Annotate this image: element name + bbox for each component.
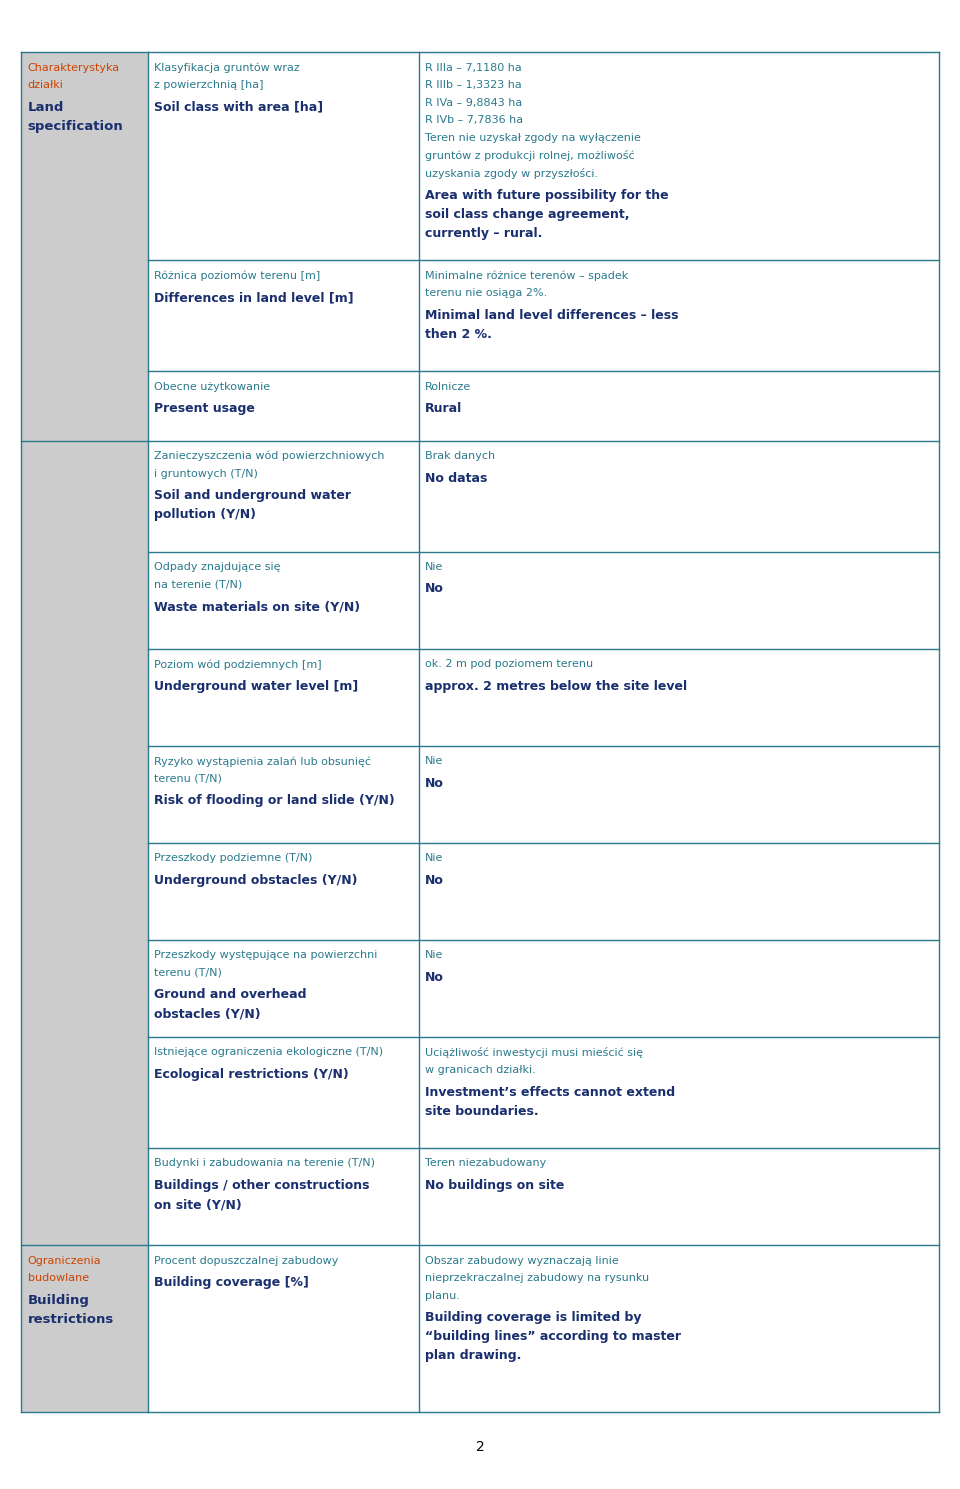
Text: No datas: No datas [425, 472, 488, 484]
Text: Soil class with area [ha]: Soil class with area [ha] [155, 101, 324, 113]
Text: restrictions: restrictions [28, 1313, 114, 1325]
Text: uzyskania zgody w przyszłości.: uzyskania zgody w przyszłości. [425, 168, 598, 179]
Text: on site (Y/N): on site (Y/N) [155, 1199, 242, 1211]
Text: Nie: Nie [425, 756, 444, 767]
Text: plan drawing.: plan drawing. [425, 1349, 521, 1362]
Text: Ecological restrictions (Y/N): Ecological restrictions (Y/N) [155, 1068, 349, 1081]
Text: Rural: Rural [425, 402, 463, 415]
Text: terenu nie osiąga 2%.: terenu nie osiąga 2%. [425, 289, 547, 298]
Text: Brak danych: Brak danych [425, 451, 495, 462]
Text: No buildings on site: No buildings on site [425, 1179, 564, 1193]
Text: pollution (Y/N): pollution (Y/N) [155, 508, 256, 521]
Text: Rolnicze: Rolnicze [425, 381, 471, 392]
Text: na terenie (T/N): na terenie (T/N) [155, 579, 243, 590]
Text: Differences in land level [m]: Differences in land level [m] [155, 292, 354, 304]
Text: 2: 2 [475, 1440, 485, 1455]
Text: approx. 2 metres below the site level: approx. 2 metres below the site level [425, 679, 687, 692]
Text: soil class change agreement,: soil class change agreement, [425, 207, 630, 220]
Text: Teren niezabudowany: Teren niezabudowany [425, 1158, 546, 1169]
Text: Building coverage [%]: Building coverage [%] [155, 1276, 309, 1289]
Bar [148, 52, 939, 1412]
Text: Poziom wód podziemnych [m]: Poziom wód podziemnych [m] [155, 660, 323, 670]
Text: nieprzekraczalnej zabudowy na rysunku: nieprzekraczalnej zabudowy na rysunku [425, 1273, 649, 1284]
Text: Minimalne różnice terenów – spadek: Minimalne różnice terenów – spadek [425, 271, 629, 281]
Text: Buildings / other constructions: Buildings / other constructions [155, 1179, 370, 1193]
Text: Klasyfikacja gruntów wraz: Klasyfikacja gruntów wraz [155, 63, 300, 73]
Text: Przeszkody podziemne (T/N): Przeszkody podziemne (T/N) [155, 853, 313, 864]
Text: Nie: Nie [425, 950, 444, 960]
Text: obstacles (Y/N): obstacles (Y/N) [155, 1008, 261, 1020]
Text: Obszar zabudowy wyznaczają linie: Obszar zabudowy wyznaczają linie [425, 1255, 619, 1266]
Text: Ryzyko wystąpienia zalań lub obsunięć: Ryzyko wystąpienia zalań lub obsunięć [155, 756, 372, 767]
Text: Nie: Nie [425, 561, 444, 572]
Text: planu.: planu. [425, 1291, 460, 1301]
Text: currently – rural.: currently – rural. [425, 226, 542, 240]
Text: Teren nie uzyskał zgody na wyłączenie: Teren nie uzyskał zgody na wyłączenie [425, 133, 641, 143]
Text: R IVb – 7,7836 ha: R IVb – 7,7836 ha [425, 115, 523, 125]
Text: i gruntowych (T/N): i gruntowych (T/N) [155, 469, 258, 478]
Text: “building lines” according to master: “building lines” according to master [425, 1330, 682, 1343]
Text: No: No [425, 874, 444, 887]
Text: No: No [425, 582, 444, 596]
Text: terenu (T/N): terenu (T/N) [155, 968, 223, 978]
Text: No: No [425, 777, 444, 789]
Text: w granicach działki.: w granicach działki. [425, 1065, 536, 1075]
Text: terenu (T/N): terenu (T/N) [155, 774, 223, 783]
Text: Różnica poziomów terenu [m]: Różnica poziomów terenu [m] [155, 271, 321, 281]
Text: site boundaries.: site boundaries. [425, 1105, 539, 1118]
Text: Procent dopuszczalnej zabudowy: Procent dopuszczalnej zabudowy [155, 1255, 339, 1266]
Text: Nie: Nie [425, 853, 444, 864]
Text: Obecne użytkowanie: Obecne użytkowanie [155, 381, 271, 392]
Text: ok. 2 m pod poziomem terenu: ok. 2 m pod poziomem terenu [425, 660, 593, 669]
Text: R IVa – 9,8843 ha: R IVa – 9,8843 ha [425, 98, 522, 107]
Text: R IIIb – 1,3323 ha: R IIIb – 1,3323 ha [425, 80, 522, 91]
Text: No: No [425, 971, 444, 984]
Text: budowlane: budowlane [28, 1273, 89, 1284]
Text: Odpady znajdujące się: Odpady znajdujące się [155, 561, 281, 572]
Text: Budynki i zabudowania na terenie (T/N): Budynki i zabudowania na terenie (T/N) [155, 1158, 375, 1169]
Text: Waste materials on site (Y/N): Waste materials on site (Y/N) [155, 600, 361, 613]
Text: z powierzchnią [ha]: z powierzchnią [ha] [155, 80, 264, 91]
Text: działki: działki [28, 80, 63, 91]
Text: Land: Land [28, 101, 64, 113]
Text: Charakterystyka: Charakterystyka [28, 63, 120, 73]
Text: Underground obstacles (Y/N): Underground obstacles (Y/N) [155, 874, 358, 887]
Text: gruntów z produkcji rolnej, możliwość: gruntów z produkcji rolnej, możliwość [425, 150, 635, 161]
Text: R IIIa – 7,1180 ha: R IIIa – 7,1180 ha [425, 63, 522, 73]
Text: Uciążliwość inwestycji musi mieścić się: Uciążliwość inwestycji musi mieścić się [425, 1047, 643, 1059]
Text: Underground water level [m]: Underground water level [m] [155, 679, 359, 692]
Text: Istniejące ograniczenia ekologiczne (T/N): Istniejące ograniczenia ekologiczne (T/N… [155, 1047, 384, 1057]
Text: Przeszkody występujące na powierzchni: Przeszkody występujące na powierzchni [155, 950, 378, 960]
Bar [21, 52, 148, 1412]
Text: then 2 %.: then 2 %. [425, 328, 492, 341]
Text: Building: Building [28, 1294, 89, 1307]
Text: Ground and overhead: Ground and overhead [155, 989, 307, 1002]
Text: Minimal land level differences – less: Minimal land level differences – less [425, 308, 679, 322]
Text: Soil and underground water: Soil and underground water [155, 488, 351, 502]
Text: Present usage: Present usage [155, 402, 255, 415]
Text: Investment’s effects cannot extend: Investment’s effects cannot extend [425, 1085, 675, 1099]
Text: Area with future possibility for the: Area with future possibility for the [425, 189, 669, 201]
Text: Ograniczenia: Ograniczenia [28, 1255, 102, 1266]
Text: Zanieczyszczenia wód powierzchniowych: Zanieczyszczenia wód powierzchniowych [155, 451, 385, 462]
Text: specification: specification [28, 119, 124, 133]
Text: Building coverage is limited by: Building coverage is limited by [425, 1312, 641, 1324]
Text: Risk of flooding or land slide (Y/N): Risk of flooding or land slide (Y/N) [155, 794, 396, 807]
